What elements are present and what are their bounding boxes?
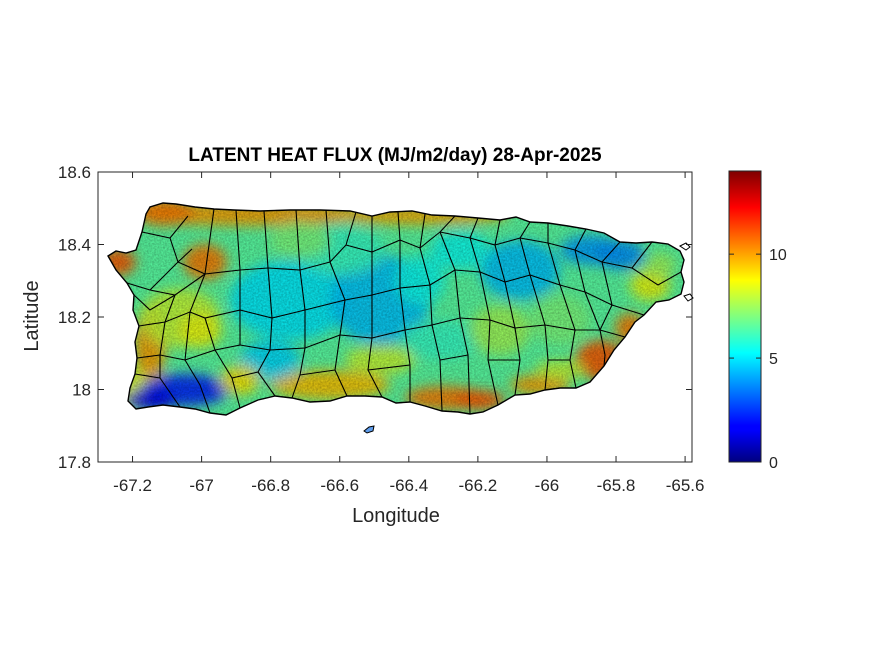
islet: [683, 293, 694, 302]
island-outline: [107, 202, 685, 416]
colorbar-tick-label: 0: [769, 455, 778, 472]
x-tick-label: -65.6: [666, 476, 705, 495]
x-tick-label: -66.4: [389, 476, 428, 495]
heat-field: [108, 203, 684, 415]
x-tick-label: -66.6: [320, 476, 359, 495]
x-axis: -67.2 -67 -66.8 -66.6 -66.4 -66.2 -66 -65.8 -65.…: [113, 172, 704, 495]
y-tick-label: 18.6: [58, 163, 91, 182]
x-axis-label: Longitude: [352, 505, 440, 527]
y-tick-label: 18.4: [58, 236, 91, 255]
x-tick-label: -65.8: [597, 476, 636, 495]
x-tick-label: -67.2: [113, 476, 152, 495]
y-tick-label: 18: [72, 381, 91, 400]
x-tick-label: -67: [189, 476, 214, 495]
colorbar-ticks: 0 5 10: [729, 247, 787, 472]
x-tick-label: -66.2: [459, 476, 498, 495]
colorbar-tick-label: 10: [769, 247, 787, 264]
islet: [363, 425, 375, 434]
x-tick-label: -66: [535, 476, 560, 495]
islet: [679, 242, 691, 251]
colorbar: [728, 170, 762, 463]
y-tick-label: 17.8: [58, 453, 91, 472]
colorbar-tick-label: 5: [769, 351, 778, 368]
y-tick-label: 18.2: [58, 308, 91, 327]
x-tick-label: -66.8: [251, 476, 290, 495]
municipality-borders: [126, 208, 682, 415]
chart-title: LATENT HEAT FLUX (MJ/m2/day) 28-Apr-2025: [188, 145, 602, 166]
y-axis-label: Latitude: [21, 280, 43, 351]
y-axis: 17.8 18 18.2 18.4 18.6: [58, 163, 692, 472]
